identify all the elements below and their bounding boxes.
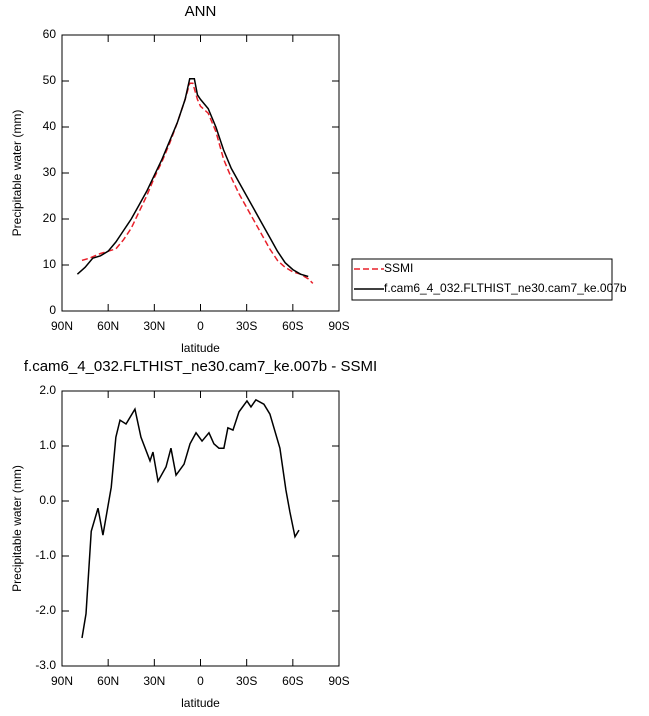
x-tick-label: 0	[197, 319, 204, 333]
x-tick-label: 30N	[143, 319, 165, 333]
y-tick-label: 10	[43, 257, 57, 271]
y-tick-label: 2.0	[39, 383, 56, 397]
x-tick-label: 0	[197, 674, 204, 688]
y-tick-label: 40	[43, 119, 57, 133]
x-tick-label: 60N	[97, 319, 119, 333]
x-axis-label: latitude	[181, 341, 220, 355]
y-tick-label: -3.0	[35, 658, 56, 672]
legend-label: SSMI	[384, 261, 413, 275]
x-tick-label: 90S	[328, 674, 349, 688]
y-axis-label: Precipitable water (mm)	[10, 465, 24, 592]
y-tick-label: -2.0	[35, 603, 56, 617]
y-tick-label: -1.0	[35, 548, 56, 562]
x-tick-label: 60S	[282, 674, 303, 688]
x-tick-label: 30S	[236, 319, 257, 333]
y-tick-label: 0.0	[39, 493, 56, 507]
x-tick-label: 90N	[51, 674, 73, 688]
y-tick-label: 30	[43, 165, 57, 179]
data-line	[81, 398, 300, 639]
chart-title: f.cam6_4_032.FLTHIST_ne30.cam7_ke.007b -…	[24, 358, 377, 375]
y-tick-label: 1.0	[39, 438, 56, 452]
x-axis-label: latitude	[181, 696, 220, 710]
data-line	[81, 82, 314, 284]
x-tick-label: 60S	[282, 319, 303, 333]
x-tick-label: 90S	[328, 319, 349, 333]
chart-title: ANN	[185, 3, 217, 20]
y-tick-label: 20	[43, 211, 57, 225]
data-line	[76, 77, 309, 278]
y-tick-label: 0	[49, 303, 56, 317]
legend-box	[351, 258, 613, 301]
x-tick-label: 60N	[97, 674, 119, 688]
x-tick-label: 30N	[143, 674, 165, 688]
y-tick-label: 50	[43, 73, 57, 87]
x-tick-label: 90N	[51, 319, 73, 333]
plot-frame	[61, 34, 340, 312]
legend-label: f.cam6_4_032.FLTHIST_ne30.cam7_ke.007b	[384, 281, 627, 295]
x-tick-label: 30S	[236, 674, 257, 688]
y-tick-label: 60	[43, 27, 57, 41]
y-axis-label: Precipitable water (mm)	[10, 110, 24, 237]
